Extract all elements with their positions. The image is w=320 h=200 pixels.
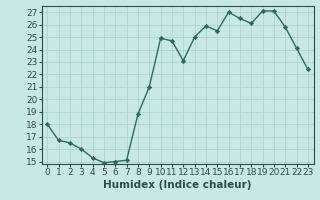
X-axis label: Humidex (Indice chaleur): Humidex (Indice chaleur)	[103, 180, 252, 190]
